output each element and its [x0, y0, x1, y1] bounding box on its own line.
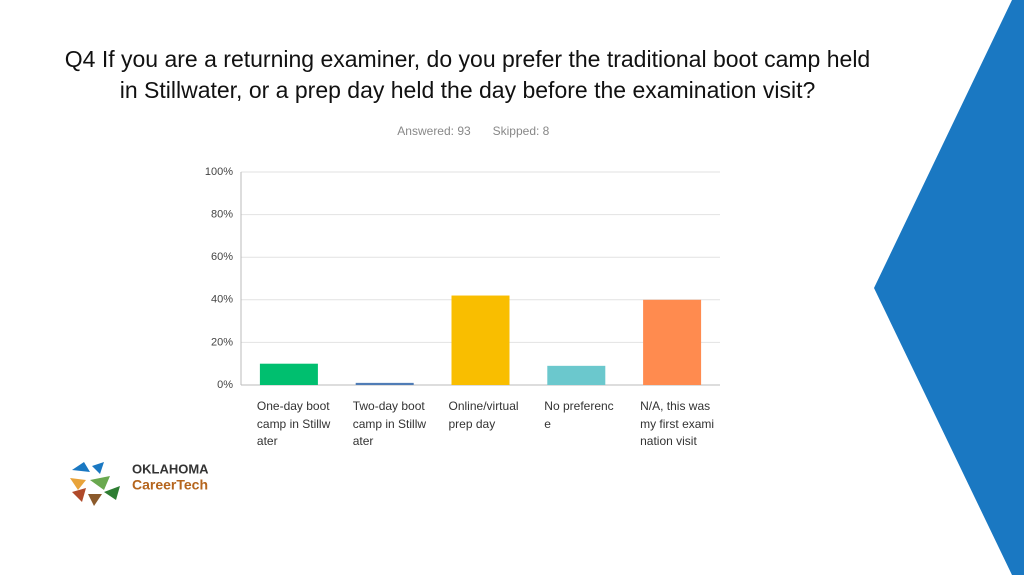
x-tick-label: N/A, this was my first examination visit — [640, 399, 715, 448]
decor-triangle — [874, 0, 1024, 575]
y-tick-label: 20% — [211, 336, 233, 348]
x-tick-label: One-day boot camp in Stillwater — [256, 399, 331, 448]
y-tick-label: 80% — [211, 209, 233, 221]
y-tick-label: 60% — [211, 251, 233, 263]
bar — [355, 382, 414, 385]
answered: Answered: 93 — [397, 124, 471, 138]
bar — [259, 363, 318, 385]
bar — [547, 365, 606, 385]
y-tick-label: 100% — [205, 166, 233, 178]
x-tick-label: Two-day boot camp in Stillwater — [352, 399, 427, 448]
y-tick-label: 0% — [217, 379, 233, 391]
logo-mark — [70, 462, 120, 506]
slide-title: Q4 If you are a returning examiner, do y… — [64, 46, 871, 103]
logo-line1: OKLAHOMA — [132, 461, 209, 476]
logo-line2: CareerTech — [132, 477, 208, 493]
x-tick-label: No preference — [544, 399, 614, 431]
skipped: Skipped: 8 — [493, 124, 550, 138]
x-tick-label: Online/virtual prep day — [448, 399, 519, 431]
bar — [451, 295, 510, 385]
y-tick-label: 40% — [211, 294, 233, 306]
bar — [643, 299, 702, 385]
